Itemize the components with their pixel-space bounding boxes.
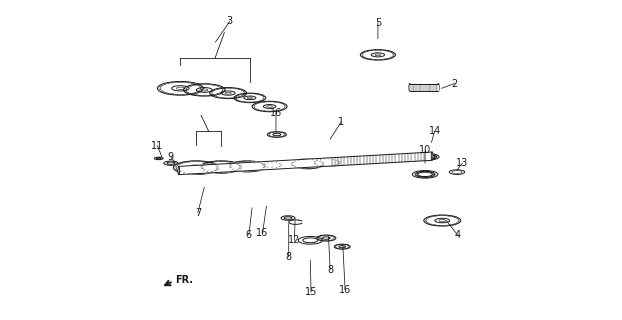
- Text: 6: 6: [246, 230, 252, 240]
- Ellipse shape: [431, 152, 433, 160]
- Text: 14: 14: [429, 126, 441, 136]
- Ellipse shape: [178, 166, 180, 175]
- Text: 9: 9: [168, 152, 174, 162]
- Ellipse shape: [409, 84, 411, 91]
- Text: 7: 7: [195, 208, 201, 218]
- Text: 13: 13: [456, 158, 468, 168]
- Text: 11: 11: [151, 141, 164, 151]
- Text: 2: 2: [451, 78, 458, 89]
- Text: 4: 4: [455, 230, 461, 240]
- Text: 15: 15: [305, 287, 317, 297]
- Polygon shape: [410, 84, 439, 91]
- Text: FR.: FR.: [175, 276, 193, 285]
- Text: 16: 16: [270, 108, 282, 118]
- Text: 10: 10: [419, 146, 431, 156]
- Text: 16: 16: [256, 228, 269, 238]
- Text: 3: 3: [226, 16, 233, 27]
- Text: 5: 5: [375, 18, 381, 28]
- Polygon shape: [179, 152, 432, 175]
- Text: 8: 8: [327, 265, 333, 275]
- Text: 12: 12: [288, 235, 300, 245]
- Text: 16: 16: [339, 285, 351, 295]
- Text: 8: 8: [285, 252, 292, 262]
- Text: 1: 1: [338, 117, 345, 127]
- Ellipse shape: [438, 84, 439, 91]
